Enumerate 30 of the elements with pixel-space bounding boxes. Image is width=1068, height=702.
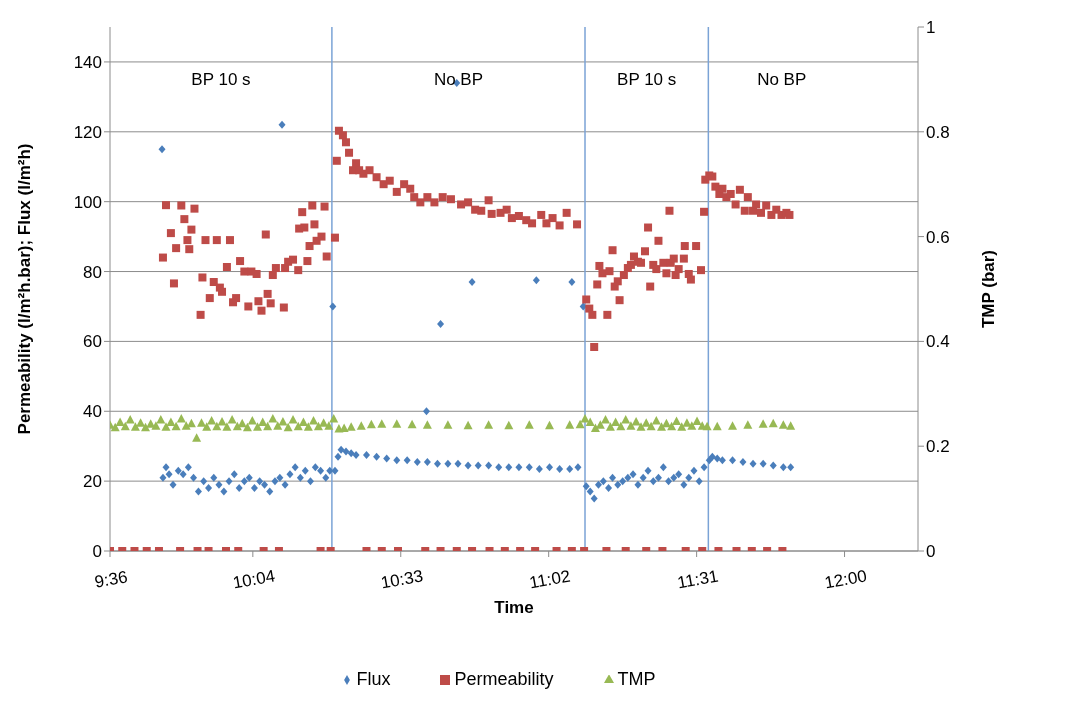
y2-tick-label: 0.4	[926, 332, 950, 352]
y-tick-label: 60	[83, 332, 102, 352]
annotation: BP 10 s	[617, 70, 677, 90]
y-tick-label: 140	[73, 52, 102, 72]
annotation: No BP	[433, 70, 484, 90]
annotation: No BP	[757, 70, 807, 90]
y-tick-label: 40	[83, 402, 102, 422]
x-tick-label: 11:02	[527, 566, 572, 593]
y2-tick-label: 1	[926, 18, 936, 38]
y2-tick-label: 0.6	[926, 227, 950, 247]
legend-label: Flux	[356, 669, 391, 689]
legend-label: TMP	[617, 669, 656, 689]
x-tick-label: 9:36	[93, 567, 130, 592]
y-tick-label: 120	[73, 122, 102, 142]
y-axis-title: Permeability (l/m²h.bar); Flux (l/m²h)	[15, 143, 35, 435]
y2-tick-label: 0	[926, 542, 936, 562]
annotation: BP 10 s	[191, 70, 251, 90]
x-tick-label: 10:04	[231, 566, 277, 593]
y2-tick-label: 0.8	[926, 122, 950, 142]
x-axis-title: Time	[494, 598, 534, 617]
y-tick-label: 20	[83, 472, 102, 492]
y-tick-label: 80	[83, 262, 102, 282]
y2-tick-label: 0.2	[926, 437, 950, 457]
legend-label: Permeability	[454, 669, 554, 689]
x-tick-label: 10:33	[379, 566, 425, 593]
y2-axis-title: TMP (bar)	[979, 249, 999, 329]
x-tick-label: 12:00	[823, 566, 869, 593]
y-tick-label: 100	[73, 192, 102, 212]
y-tick-label: 0	[92, 542, 102, 562]
x-tick-label: 11:31	[675, 566, 720, 593]
